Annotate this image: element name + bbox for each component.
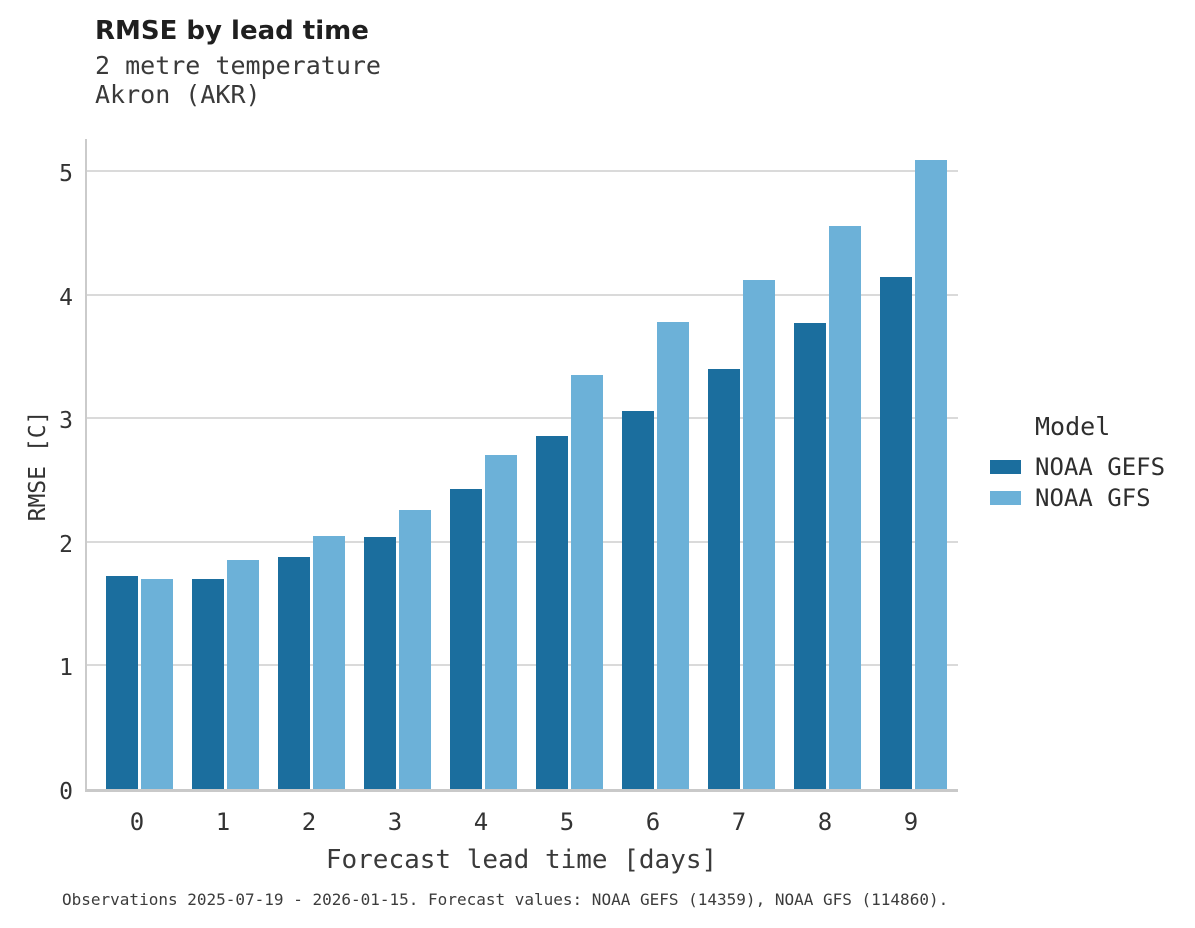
x-tick-label-1: 1 <box>215 808 231 836</box>
bar-noaa-gefs-lead-4 <box>449 488 482 789</box>
bar-noaa-gfs-lead-0 <box>140 578 173 789</box>
legend-entries: NOAA GEFS NOAA GFS <box>990 451 1165 513</box>
legend-entry-noaa-gefs: NOAA GEFS <box>990 451 1165 482</box>
legend-label: NOAA GEFS <box>1035 452 1166 481</box>
x-tick-label-7: 7 <box>731 808 747 836</box>
bar-noaa-gfs-lead-5 <box>570 375 603 789</box>
x-tick-label-2: 2 <box>301 808 317 836</box>
gridline-y-1 <box>87 664 958 667</box>
bar-noaa-gefs-lead-0 <box>105 576 138 789</box>
x-tick-label-9: 9 <box>903 808 919 836</box>
bar-noaa-gfs-lead-2 <box>312 535 345 789</box>
y-tick-label-1: 1 <box>59 655 73 682</box>
gridline-y-4 <box>87 293 958 296</box>
caption: Observations 2025-07-19 - 2026-01-15. Fo… <box>62 890 949 909</box>
x-tick-label-3: 3 <box>387 808 403 836</box>
y-tick-label-4: 4 <box>59 284 73 311</box>
y-tick-label-3: 3 <box>59 408 73 435</box>
gridline-y-3 <box>87 417 958 420</box>
bar-noaa-gfs-lead-4 <box>484 455 517 789</box>
x-tick-label-6: 6 <box>645 808 661 836</box>
bar-noaa-gfs-lead-8 <box>828 225 861 789</box>
y-tick-label-0: 0 <box>59 779 73 805</box>
gridline-y-5 <box>87 170 958 173</box>
bar-noaa-gfs-lead-7 <box>742 279 775 789</box>
legend-title: Model <box>1035 412 1111 441</box>
legend-swatch-icon <box>990 490 1021 505</box>
bar-noaa-gefs-lead-8 <box>793 323 826 789</box>
bar-noaa-gefs-lead-5 <box>535 435 568 789</box>
bar-noaa-gefs-lead-3 <box>363 536 396 789</box>
bar-noaa-gefs-lead-7 <box>707 368 740 789</box>
x-tick-label-4: 4 <box>473 808 489 836</box>
chart-subtitle-station: Akron (AKR) <box>95 80 261 109</box>
chart-subtitle-variable: 2 metre temperature <box>95 51 381 80</box>
bar-noaa-gefs-lead-9 <box>879 277 912 789</box>
x-tick-label-0: 0 <box>129 808 145 836</box>
bar-noaa-gefs-lead-6 <box>621 410 654 789</box>
x-tick-label-8: 8 <box>817 808 833 836</box>
legend-entry-noaa-gfs: NOAA GFS <box>990 482 1165 513</box>
bar-noaa-gfs-lead-6 <box>656 321 689 789</box>
bar-noaa-gfs-lead-3 <box>398 509 431 789</box>
bar-noaa-gefs-lead-1 <box>191 578 224 789</box>
legend: Model NOAA GEFS NOAA GFS <box>990 412 1165 513</box>
bar-noaa-gfs-lead-9 <box>914 160 947 789</box>
y-tick-label-5: 5 <box>59 161 73 188</box>
x-tick-label-5: 5 <box>559 808 575 836</box>
plot-area <box>85 139 958 792</box>
chart-title: RMSE by lead time <box>95 16 369 46</box>
legend-swatch-icon <box>990 459 1021 474</box>
bar-noaa-gefs-lead-2 <box>277 556 310 789</box>
y-tick-label-2: 2 <box>59 531 73 558</box>
legend-label: NOAA GFS <box>1035 483 1151 512</box>
bar-noaa-gfs-lead-1 <box>226 560 259 789</box>
gridline-y-2 <box>87 540 958 543</box>
x-axis-title: Forecast lead time [days] <box>325 845 718 875</box>
